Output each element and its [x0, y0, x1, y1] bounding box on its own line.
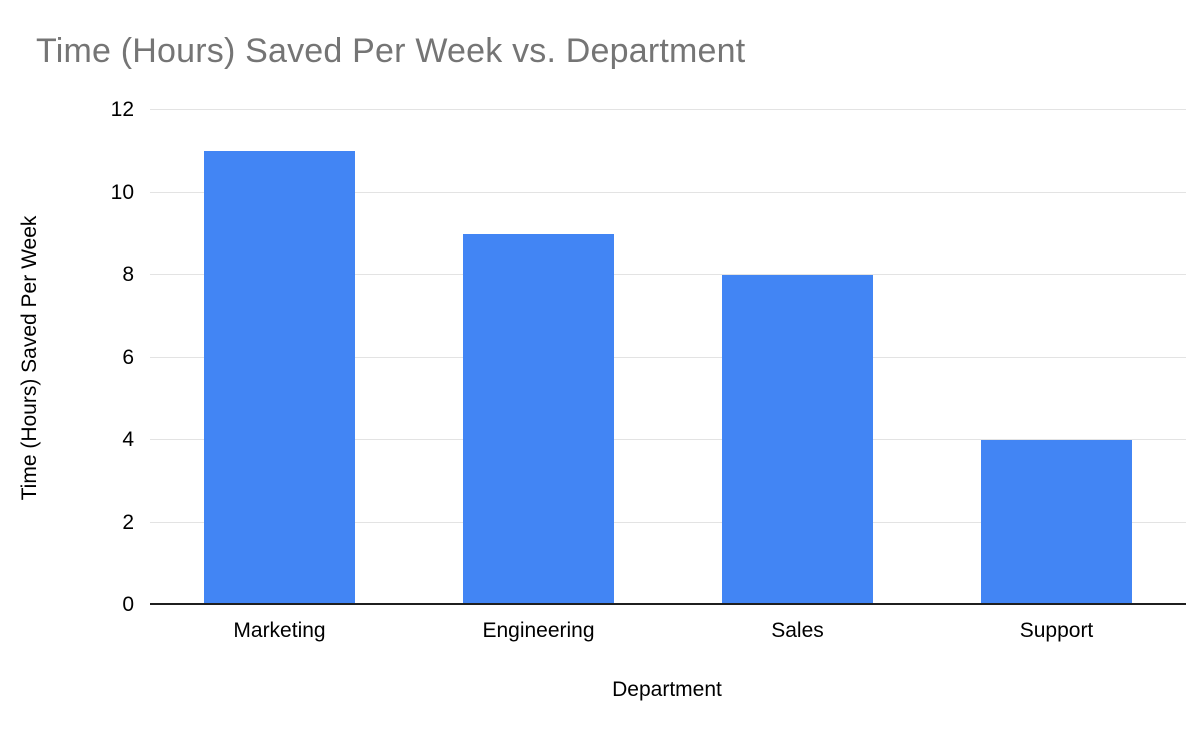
- bar-sales: [721, 275, 874, 605]
- bar-engineering: [462, 233, 615, 605]
- x-category-label: Marketing: [233, 619, 326, 642]
- y-tick-label: 8: [122, 263, 134, 286]
- y-tick-label: 6: [122, 345, 134, 369]
- gridline: [150, 521, 1186, 523]
- gridline: [150, 274, 1186, 275]
- y-axis-title: Time (Hours) Saved Per Week: [18, 215, 41, 501]
- x-axis-title: Department: [612, 678, 722, 701]
- y-tick-label: 10: [110, 180, 134, 204]
- x-category-label: Engineering: [482, 619, 595, 642]
- plot-area: 0 2 4 6 8 10 12 Marketing Engineering Sales Suppor…: [111, 98, 1186, 642]
- y-tick-label: 2: [122, 510, 134, 534]
- gridline: [150, 191, 1186, 193]
- y-tick-label: 4: [122, 428, 134, 451]
- chart-title: Time (Hours) Saved Per Week vs. Departme…: [36, 32, 746, 70]
- gridline: [150, 109, 1186, 110]
- y-tick-label: 12: [110, 98, 134, 121]
- x-category-label: Sales: [771, 619, 824, 642]
- x-category-label: Support: [1019, 619, 1094, 642]
- x-axis-line: [150, 603, 1186, 605]
- gridline: [150, 356, 1186, 358]
- gridline: [150, 439, 1186, 440]
- bar-marketing: [203, 151, 356, 605]
- y-tick-label: 0: [122, 593, 134, 616]
- bar-support: [980, 440, 1133, 605]
